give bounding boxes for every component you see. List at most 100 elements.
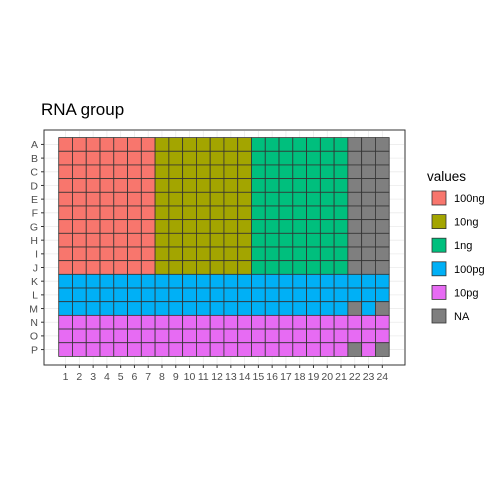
- x-tick-label: 6: [132, 371, 138, 383]
- heatmap-tile: [319, 328, 335, 344]
- heatmap-tile: [209, 137, 225, 152]
- heatmap-tile: [375, 191, 390, 207]
- heatmap-tile: [361, 164, 376, 180]
- heatmap-tile: [333, 301, 349, 316]
- heatmap-tile: [251, 273, 266, 289]
- heatmap-tile: [182, 164, 197, 180]
- heatmap-tile: [168, 342, 184, 357]
- heatmap-tile: [333, 273, 349, 289]
- heatmap-tile: [347, 178, 363, 193]
- heatmap-tile: [223, 260, 239, 275]
- heatmap-tile: [140, 273, 156, 289]
- heatmap-tile: [251, 150, 266, 166]
- heatmap-tile: [127, 314, 142, 330]
- heatmap-tile: [58, 328, 73, 344]
- x-tick-label: 24: [376, 371, 388, 383]
- heatmap-tile: [209, 328, 225, 344]
- heatmap-tile: [306, 150, 321, 166]
- heatmap-tile: [196, 342, 211, 357]
- heatmap-tile: [85, 260, 101, 275]
- heatmap-tile: [306, 287, 321, 303]
- heatmap-tile: [85, 232, 101, 248]
- heatmap-tile: [333, 164, 349, 180]
- heatmap-tile: [333, 205, 349, 221]
- heatmap-tile: [58, 314, 73, 330]
- heatmap-tile: [140, 178, 156, 193]
- heatmap-tile: [72, 287, 87, 303]
- heatmap-tile: [182, 287, 197, 303]
- heatmap-tile: [306, 164, 321, 180]
- heatmap-tile: [333, 342, 349, 357]
- heatmap-tile: [361, 137, 376, 152]
- heatmap-tile: [196, 178, 211, 193]
- heatmap-tile: [154, 328, 170, 344]
- x-tick-label: 20: [321, 371, 333, 383]
- legend-key: [431, 237, 447, 253]
- heatmap-tile: [168, 164, 184, 180]
- heatmap-tile: [209, 246, 225, 262]
- heatmap-tile: [85, 205, 101, 221]
- heatmap-tile: [127, 328, 142, 344]
- heatmap-tile: [127, 260, 142, 275]
- heatmap-tile: [361, 191, 376, 207]
- heatmap-tile: [113, 178, 128, 193]
- heatmap-tile: [196, 273, 211, 289]
- heatmap-tile: [292, 260, 307, 275]
- heatmap-tile: [292, 232, 307, 248]
- heatmap-tile: [375, 260, 390, 275]
- heatmap-tile: [237, 191, 252, 207]
- legend-key: [431, 214, 447, 230]
- heatmap-tile: [72, 205, 87, 221]
- heatmap-tile: [140, 260, 156, 275]
- x-tick-label: 23: [363, 371, 375, 383]
- heatmap-tile: [223, 164, 239, 180]
- heatmap-tile: [223, 137, 239, 152]
- heatmap-tile: [223, 150, 239, 166]
- heatmap-tile: [72, 178, 87, 193]
- heatmap-tile: [72, 301, 87, 316]
- heatmap-tile: [154, 232, 170, 248]
- x-tick-label: 5: [118, 371, 124, 383]
- heatmap-tile: [347, 287, 363, 303]
- heatmap-tile: [278, 260, 294, 275]
- heatmap-tile: [264, 164, 280, 180]
- heatmap-tile: [361, 178, 376, 193]
- x-tick-label: 17: [280, 371, 292, 383]
- heatmap-tile: [292, 342, 307, 357]
- heatmap-tile: [113, 328, 128, 344]
- heatmap-tile: [347, 219, 363, 234]
- heatmap-tile: [361, 314, 376, 330]
- heatmap-tile: [333, 328, 349, 344]
- heatmap-tile: [113, 232, 128, 248]
- heatmap-tile: [278, 164, 294, 180]
- legend-key: [431, 308, 447, 324]
- heatmap-tile: [223, 328, 239, 344]
- heatmap-tile: [99, 246, 115, 262]
- y-tick-label: L: [32, 290, 38, 302]
- heatmap-tile: [196, 232, 211, 248]
- heatmap-tile: [333, 260, 349, 275]
- heatmap-tile: [251, 301, 266, 316]
- heatmap-tile: [113, 342, 128, 357]
- heatmap-tile: [99, 314, 115, 330]
- heatmap-tile: [58, 273, 73, 289]
- heatmap-tile: [292, 273, 307, 289]
- heatmap-tile: [319, 178, 335, 193]
- heatmap-tile: [306, 260, 321, 275]
- heatmap-tile: [292, 314, 307, 330]
- heatmap-tile: [347, 137, 363, 152]
- heatmap-tile: [99, 328, 115, 344]
- heatmap-tile: [251, 287, 266, 303]
- heatmap-tile: [347, 232, 363, 248]
- y-tick-label: C: [30, 167, 38, 179]
- heatmap-tile: [237, 314, 252, 330]
- heatmap-tile: [278, 137, 294, 152]
- heatmap-tile: [306, 342, 321, 357]
- heatmap-tile: [85, 342, 101, 357]
- heatmap-tile: [127, 191, 142, 207]
- heatmap-tile: [99, 342, 115, 357]
- heatmap-tile: [113, 273, 128, 289]
- heatmap-tile: [127, 219, 142, 234]
- heatmap-tile: [306, 178, 321, 193]
- heatmap-tile: [306, 314, 321, 330]
